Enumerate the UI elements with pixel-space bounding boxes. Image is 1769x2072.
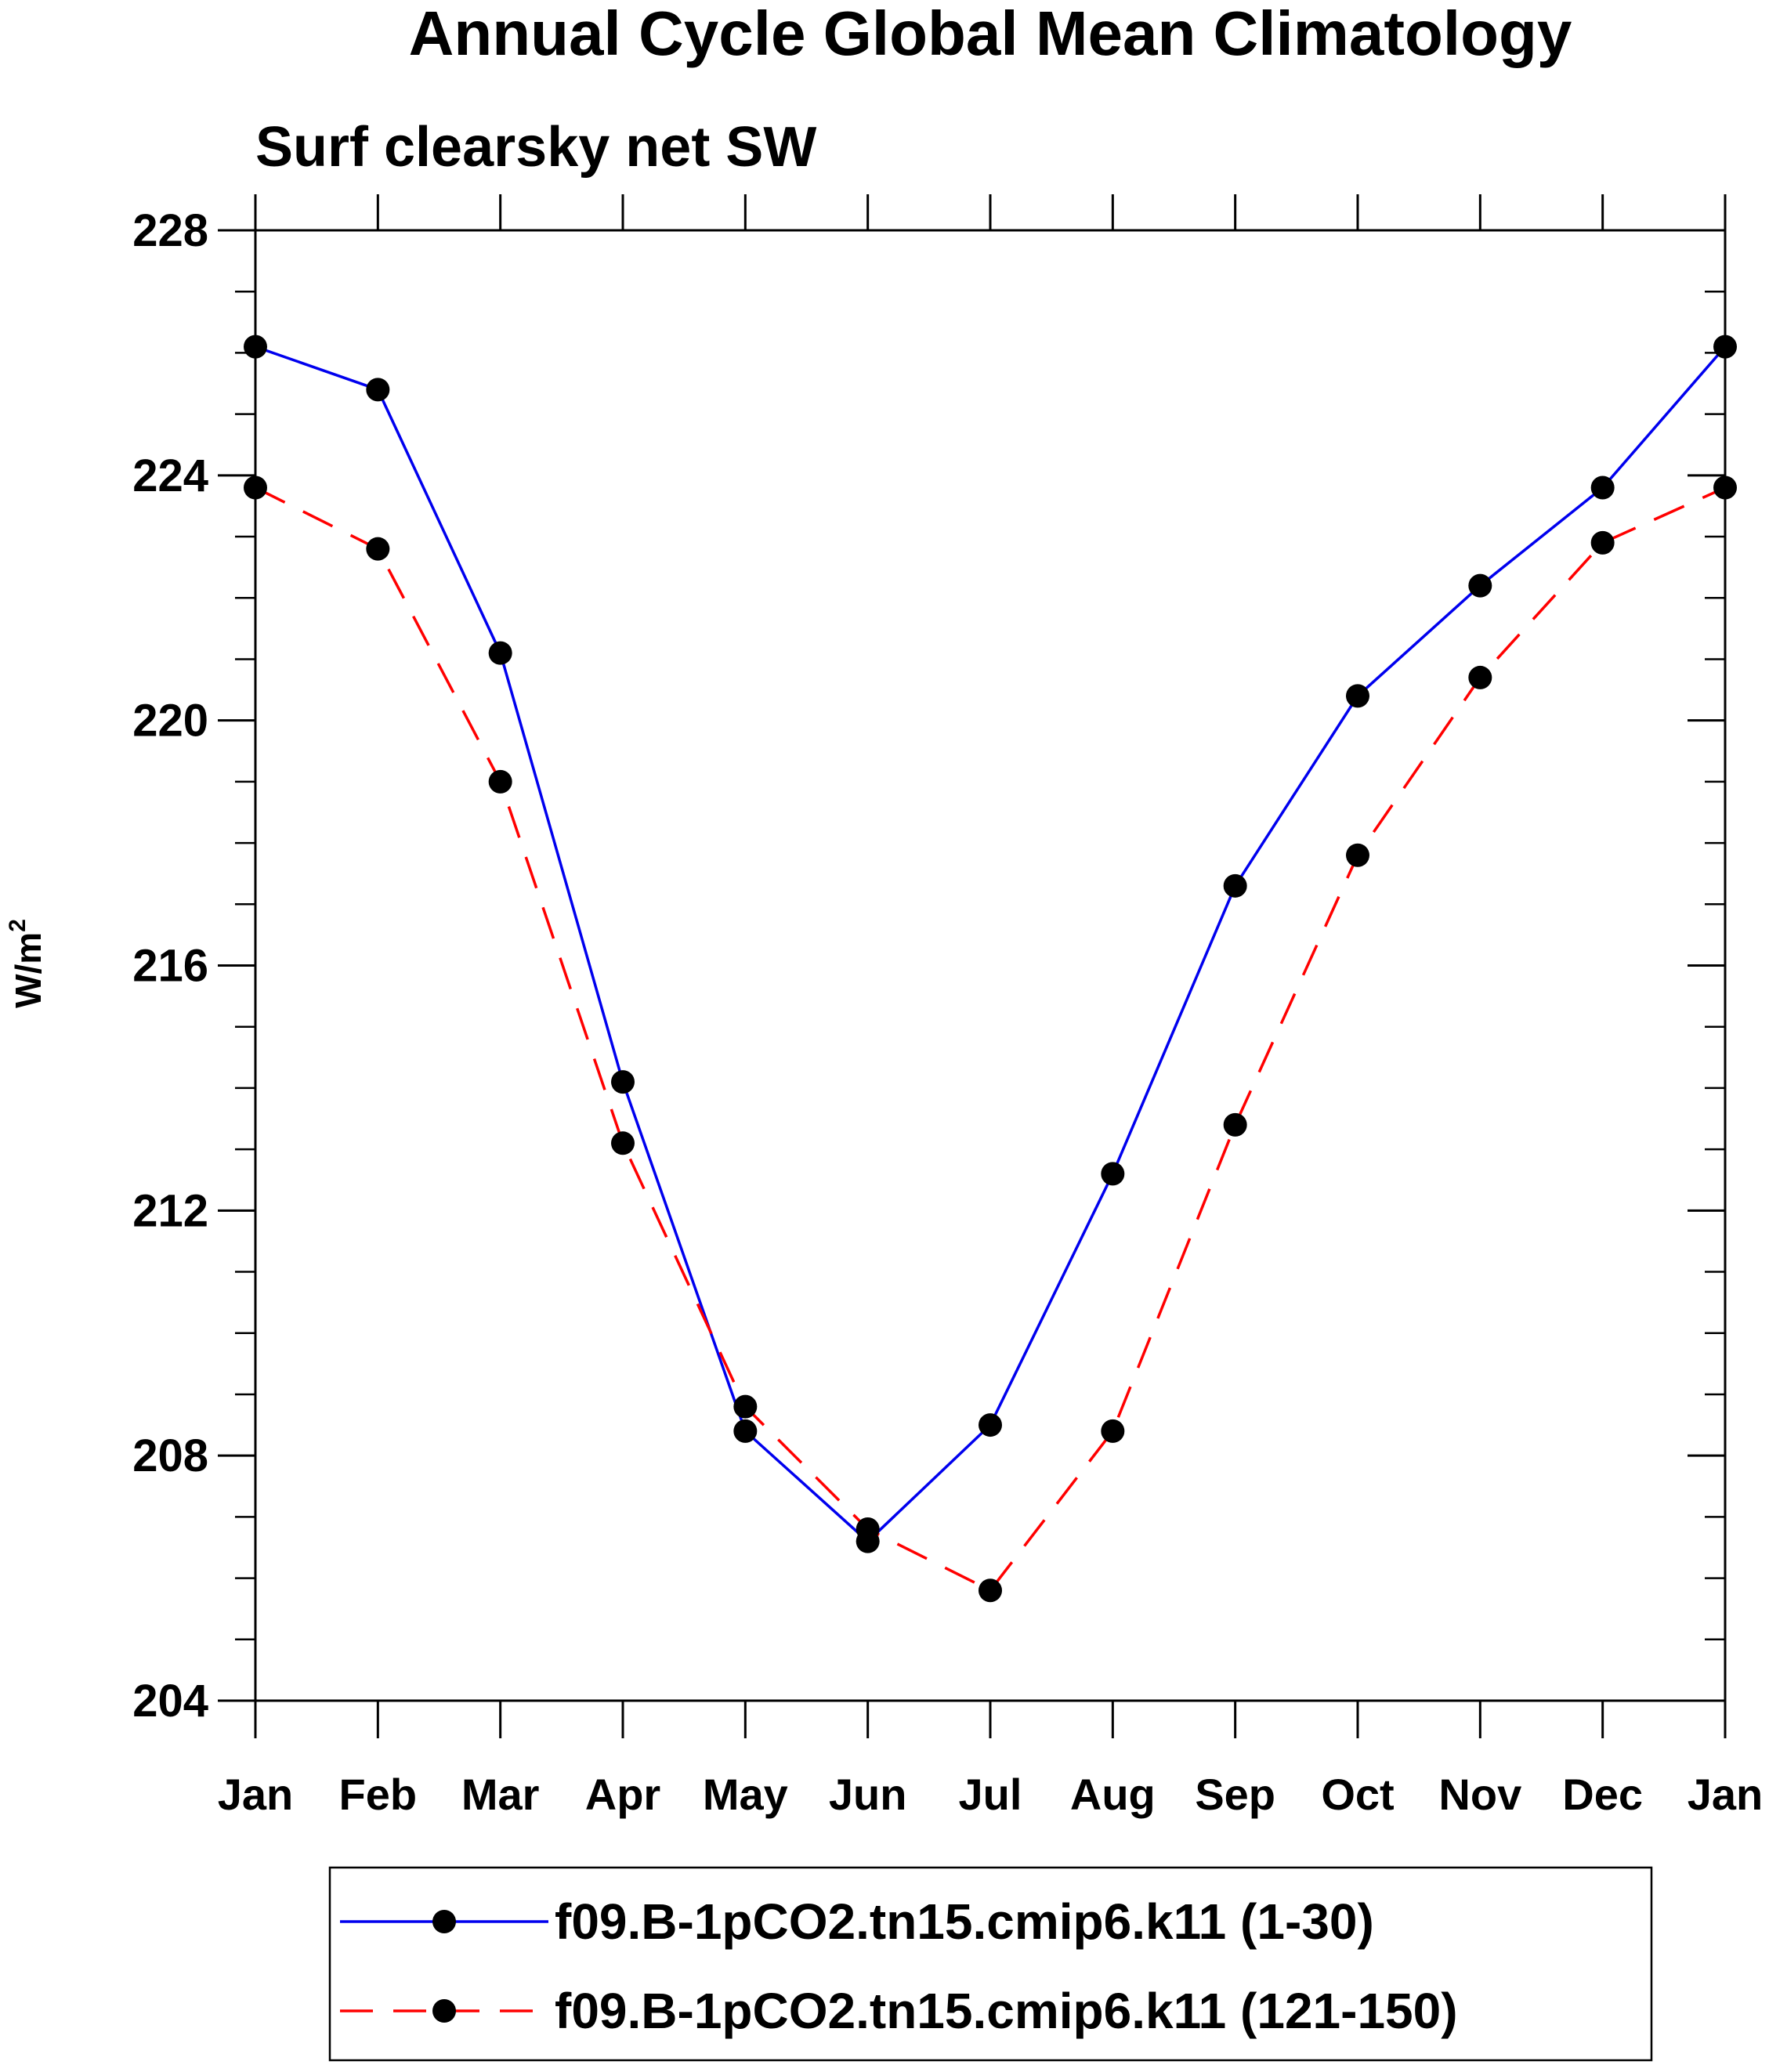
- chart-subtitle: Surf clearsky net SW: [255, 116, 816, 179]
- legend-label: f09.B-1pCO2.tn15.cmip6.k11 (1-30): [555, 1893, 1374, 1950]
- data-point: [1346, 843, 1369, 867]
- data-point: [488, 641, 512, 665]
- x-tick-label: Jun: [829, 1770, 907, 1819]
- series-1: [244, 334, 1737, 1553]
- axes: [218, 194, 1727, 1738]
- legend-items: f09.B-1pCO2.tn15.cmip6.k11 (1-30) f09.B-1…: [340, 1893, 1458, 2039]
- y-tick-label: 220: [132, 696, 208, 747]
- y-tick-labels: 204 208 212 216 220 224 228: [132, 205, 208, 1727]
- data-point: [1468, 573, 1492, 598]
- x-tick-label: Jan: [1688, 1770, 1764, 1819]
- data-point: [244, 334, 267, 359]
- x-tick-labels: Jan Feb Mar Apr May Jun Jul Aug Sep Oct Nov Dec Jan: [218, 1770, 1764, 1819]
- data-point: [1101, 1162, 1125, 1186]
- legend-item: f09.B-1pCO2.tn15.cmip6.k11 (1-30): [340, 1893, 1374, 1950]
- data-point: [1223, 873, 1247, 898]
- x-tick-label: Nov: [1438, 1770, 1521, 1819]
- legend-item: f09.B-1pCO2.tn15.cmip6.k11 (121-150): [340, 1983, 1458, 2039]
- chart-title: Annual Cycle Global Mean Climatology: [409, 0, 1572, 68]
- x-tick-label: Aug: [1070, 1770, 1156, 1819]
- data-point: [244, 476, 267, 500]
- y-tick-label: 212: [132, 1185, 208, 1236]
- data-point: [856, 1517, 880, 1542]
- data-point: [611, 1131, 635, 1155]
- data-point: [488, 769, 512, 794]
- data-point: [979, 1578, 1002, 1603]
- data-point: [1346, 684, 1369, 708]
- data-point: [1223, 1112, 1247, 1137]
- data-point: [1713, 334, 1737, 359]
- x-tick-label: Sep: [1195, 1770, 1275, 1819]
- y-axis-label-superscript: 2: [5, 919, 31, 932]
- x-tick-label: Mar: [461, 1770, 540, 1819]
- data-series: [244, 334, 1737, 1603]
- legend-marker: [432, 1999, 456, 2023]
- y-axis-label: W/m2: [5, 919, 49, 1008]
- x-tick-label: Jan: [218, 1770, 294, 1819]
- data-point: [1713, 476, 1737, 500]
- legend-marker: [432, 1910, 456, 1933]
- data-point: [611, 1070, 635, 1094]
- y-tick-label: 216: [132, 941, 208, 992]
- legend-label: f09.B-1pCO2.tn15.cmip6.k11 (121-150): [555, 1983, 1458, 2039]
- legend-box: [328, 1866, 1653, 2062]
- x-tick-label: Apr: [585, 1770, 660, 1819]
- data-point: [1101, 1419, 1125, 1443]
- data-point: [1590, 476, 1615, 500]
- data-point: [1590, 530, 1615, 555]
- y-axis-label-unit: W/m: [8, 932, 49, 1008]
- data-point: [733, 1419, 758, 1443]
- series-2: [244, 476, 1737, 1603]
- x-tick-label: Feb: [339, 1770, 418, 1819]
- data-point: [366, 537, 390, 561]
- data-point: [366, 378, 390, 402]
- y-tick-label: 224: [132, 450, 208, 501]
- data-point: [979, 1413, 1002, 1437]
- y-tick-label: 204: [132, 1676, 208, 1727]
- data-point: [1468, 665, 1492, 689]
- y-tick-label: 208: [132, 1430, 208, 1481]
- x-tick-label: May: [703, 1770, 788, 1819]
- data-point: [733, 1394, 758, 1419]
- x-tick-label: Oct: [1321, 1770, 1394, 1819]
- legend: f09.B-1pCO2.tn15.cmip6.k11 (1-30) f09.B-1…: [328, 1866, 1653, 2062]
- plot-frame: [254, 229, 1727, 1702]
- x-tick-label: Jul: [959, 1770, 1022, 1819]
- y-tick-label: 228: [132, 205, 208, 256]
- series-line: [255, 345, 1727, 1544]
- x-tick-label: Dec: [1562, 1770, 1643, 1819]
